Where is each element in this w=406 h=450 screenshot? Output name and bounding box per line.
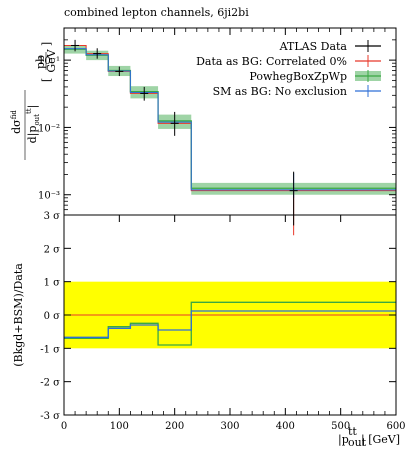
top-points-layer [71, 39, 298, 226]
bottom-tick-label-1: -2 σ [40, 378, 60, 389]
svg-text:| [GeV]: | [GeV] [361, 433, 400, 447]
bottom-tick-label-5: 2 σ [44, 244, 61, 255]
svg-text:|p: |p [338, 433, 349, 447]
svg-text:[: [ [40, 78, 53, 82]
legend-label-3: SM as BG: No exclusion [213, 85, 347, 98]
svg-text:]: ] [40, 42, 53, 46]
bottom-y-axis-title: (Bkgd+BSM)/Data [12, 263, 25, 367]
legend-label-2: PowhegBoxZpWp [249, 70, 347, 83]
bottom-tick-label-6: 3 σ [44, 211, 61, 222]
top-tick-label-0: 10⁻³ [38, 191, 60, 202]
legend: ATLAS Data Data as BG: Correlated 0% Powhe… [196, 40, 381, 98]
bottom-tick-label-4: 1 σ [44, 278, 61, 289]
svg-text:dσfid: dσfid [10, 110, 23, 134]
x-tick-label-5: 500 [331, 421, 350, 432]
top-tick-label-2: 10⁻¹ [38, 56, 60, 67]
x-tick-label-1: 100 [110, 421, 129, 432]
ratio-line-0 [64, 301, 396, 346]
svg-text:pb: pb [34, 55, 47, 69]
x-tick-label-4: 400 [276, 421, 295, 432]
legend-label-0: ATLAS Data [279, 40, 348, 53]
x-axis-title: |p out tt | [GeV] [338, 425, 400, 449]
x-ticks: 0 100 200 300 400 500 600 [61, 28, 406, 432]
top-y-axis-title: dσfid d|pouttt| [ pb GeV ] [10, 42, 58, 160]
bottom-tick-label-2: -1 σ [40, 344, 60, 355]
top-tick-label-1: 10⁻² [38, 123, 60, 134]
svg-text:d|pouttt|: d|pouttt| [25, 105, 41, 144]
svg-text:tt: tt [348, 425, 357, 438]
bottom-lines-layer [64, 301, 396, 346]
svg-text:out: out [348, 436, 367, 449]
bottom-frame [63, 214, 397, 416]
x-tick-label-6: 600 [386, 421, 405, 432]
x-tick-label-0: 0 [61, 421, 67, 432]
top-ylabel-numerator: dσ [10, 119, 23, 134]
legend-label-1: Data as BG: Correlated 0% [196, 55, 347, 68]
bottom-panel: -3 σ -2 σ -1 σ 0 σ 1 σ 2 σ 3 σ 0 100 200 300 400 50… [12, 28, 406, 449]
bottom-tick-label-3: 0 σ [44, 311, 61, 322]
chart-title: combined lepton channels, 6ji2bi [64, 6, 249, 19]
ratio-line-1 [64, 310, 396, 338]
series-line-3 [64, 48, 396, 191]
bottom-y-ticks: -3 σ -2 σ -1 σ 0 σ 1 σ 2 σ 3 σ [40, 211, 396, 422]
top-lines-layer [64, 44, 396, 236]
x-tick-label-3: 300 [220, 421, 239, 432]
svg-text:GeV: GeV [45, 48, 58, 72]
top-panel: 10⁻³10⁻²10⁻¹ dσfid d|pouttt| [ pb GeV ] … [10, 27, 397, 236]
x-tick-label-2: 200 [165, 421, 184, 432]
bottom-tick-label-0: -3 σ [40, 411, 60, 422]
top-y-ticks: 10⁻³ 10⁻² 10⁻¹ [38, 56, 396, 202]
